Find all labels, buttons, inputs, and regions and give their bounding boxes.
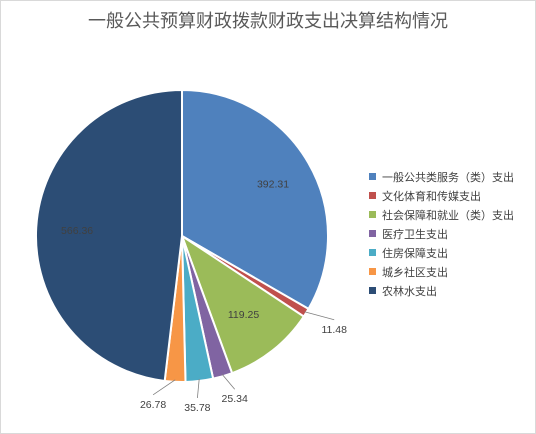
pie-slice bbox=[180, 233, 306, 375]
legend-label: 社会保障和就业（类）支出 bbox=[382, 208, 514, 222]
legend-item: 住房保障支出 bbox=[369, 243, 514, 262]
legend-swatch bbox=[369, 173, 376, 180]
legend-label: 住房保障支出 bbox=[382, 246, 448, 260]
legend-item: 城乡社区支出 bbox=[369, 262, 514, 281]
chart-title: 一般公共预算财政拨款财政支出决算结构情况 bbox=[88, 11, 448, 32]
legend-item: 社会保障和就业（类）支出 bbox=[369, 205, 514, 224]
data-label: 392.31 bbox=[257, 178, 289, 190]
legend-item: 文化体育和传媒支出 bbox=[369, 186, 514, 205]
legend: 一般公共类服务（类）支出 文化体育和传媒支出社会保障和就业（类）支出 医疗卫生支出住… bbox=[369, 167, 514, 300]
legend-item: 一般公共类服务（类）支出 bbox=[369, 167, 514, 186]
legend-label: 农林水支出 bbox=[382, 284, 437, 298]
data-label: 11.48 bbox=[321, 324, 347, 336]
legend-label: 城乡社区支出 bbox=[382, 265, 448, 279]
leader-line bbox=[304, 311, 335, 321]
legend-swatch bbox=[369, 230, 376, 237]
legend-item: 医疗卫生支出 bbox=[369, 224, 514, 243]
data-label: 26.78 bbox=[140, 399, 166, 411]
data-label: 35.78 bbox=[184, 402, 210, 414]
leader-line bbox=[197, 378, 200, 399]
legend-label: 文化体育和传媒支出 bbox=[382, 189, 481, 203]
pie-slice bbox=[34, 88, 183, 383]
legend-swatch bbox=[369, 211, 376, 218]
pie-slice bbox=[181, 88, 329, 311]
data-label: 566.36 bbox=[61, 225, 93, 237]
legend-swatch bbox=[369, 268, 376, 275]
legend-item: 农林水支出 bbox=[369, 281, 514, 300]
leader-line bbox=[221, 374, 236, 390]
legend-swatch bbox=[369, 287, 376, 294]
legend-label: 医疗卫生支出 bbox=[382, 227, 448, 241]
data-label: 119.25 bbox=[228, 309, 259, 321]
legend-swatch bbox=[369, 249, 376, 256]
legend-label: 一般公共类服务（类）支出 bbox=[382, 170, 514, 184]
leader-line bbox=[152, 379, 176, 396]
legend-swatch bbox=[369, 192, 376, 199]
data-label: 25.34 bbox=[222, 393, 248, 405]
